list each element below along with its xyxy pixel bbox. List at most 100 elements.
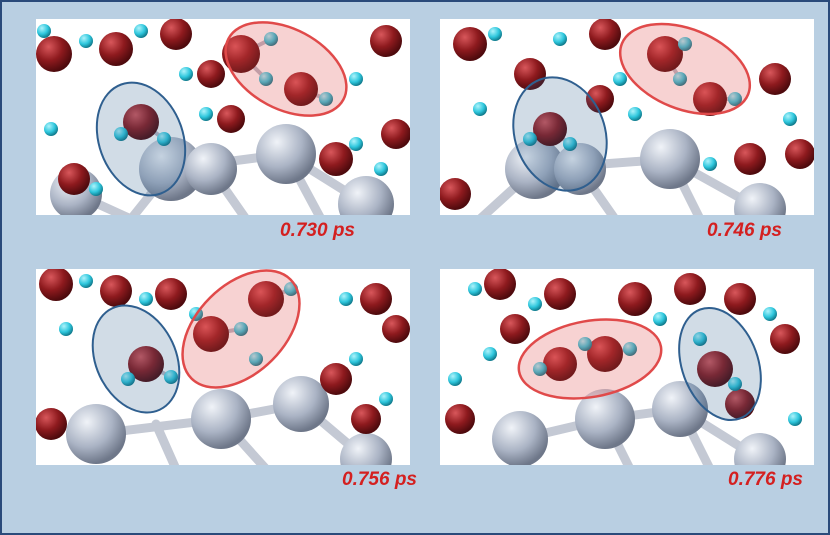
hydrogen-atom — [44, 122, 58, 136]
oxygen-atom — [197, 60, 225, 88]
metal-atoms — [66, 376, 392, 465]
oxygen-atom — [674, 273, 706, 305]
snapshot-panel-4 — [440, 269, 814, 465]
oxygen-atom — [587, 336, 623, 372]
hydrogen-atom — [349, 137, 363, 151]
hydrogen-atom — [349, 352, 363, 366]
hydrogen-atom — [653, 312, 667, 326]
hydrogen-atom — [783, 112, 797, 126]
hydrogen-atom — [59, 322, 73, 336]
metal-atom — [191, 389, 251, 449]
hydrogen-atom — [79, 274, 93, 288]
hydrogen-atom — [728, 92, 742, 106]
timestamp-label-2: 0.746 ps — [707, 220, 782, 241]
metal-atom — [256, 124, 316, 184]
oxygen-atom — [100, 275, 132, 307]
hydrogen-atom — [788, 412, 802, 426]
oxygen-atom — [39, 269, 73, 301]
metal-atom — [554, 143, 606, 195]
timestamp-label-1: 0.730 ps — [280, 220, 355, 241]
oxygen-atoms — [445, 269, 800, 434]
oxygen-atom — [36, 408, 67, 440]
hydrogen-atom — [703, 157, 717, 171]
hydrogen-atom — [37, 24, 51, 38]
oxygen-atom — [697, 351, 733, 387]
oxygen-atoms — [36, 269, 410, 440]
oxygen-atom — [445, 404, 475, 434]
metal-atom — [66, 404, 126, 464]
oxygen-atom — [785, 139, 814, 169]
hydrogen-atom — [139, 292, 153, 306]
hydrogen-atom — [483, 347, 497, 361]
oxygen-atom — [155, 278, 187, 310]
oxygen-atom — [693, 82, 727, 116]
metal-atom — [734, 433, 786, 465]
hydrogen-atom — [553, 32, 567, 46]
hydrogen-atom — [623, 342, 637, 356]
oxygen-atom — [370, 25, 402, 57]
hydrogen-atom — [164, 370, 178, 384]
hydrogen-atom — [763, 307, 777, 321]
oxygen-atom — [382, 315, 410, 343]
hydrogen-atom — [349, 72, 363, 86]
hydrogen-atom — [468, 282, 482, 296]
highlight-ellipse-red — [181, 269, 301, 389]
oxygen-atom — [381, 119, 410, 149]
metal-atom — [575, 389, 635, 449]
metal-atom — [139, 137, 203, 201]
oxygen-atom — [99, 32, 133, 66]
highlight-ellipse-blue — [95, 81, 187, 197]
oxygen-atom — [453, 27, 487, 61]
oxygen-atom — [589, 19, 621, 50]
hydrogen-atom — [234, 322, 248, 336]
oxygen-atom — [724, 283, 756, 315]
oxygen-atom — [484, 269, 516, 300]
snapshot-panel-2 — [440, 19, 814, 215]
timestamp-label-4: 0.776 ps — [728, 469, 803, 490]
oxygen-atom — [759, 63, 791, 95]
hydrogen-atom — [121, 372, 135, 386]
oxygen-atoms — [440, 19, 814, 210]
hydrogen-atom — [563, 137, 577, 151]
hydrogen-atom — [264, 32, 278, 46]
metal-atom — [185, 143, 237, 195]
metal-atom — [338, 176, 394, 215]
hydrogen-atom — [673, 72, 687, 86]
hydrogen-atom — [89, 182, 103, 196]
hydrogen-atom — [379, 392, 393, 406]
oxygen-atom — [586, 85, 614, 113]
oxygen-atom — [320, 363, 352, 395]
oxygen-atom — [360, 283, 392, 315]
hydrogen-atom — [728, 377, 742, 391]
hydrogen-atoms — [473, 27, 797, 171]
hydrogen-atom — [533, 362, 547, 376]
hydrogen-atom — [578, 337, 592, 351]
oxygen-atom — [36, 36, 72, 72]
hydrogen-atom — [114, 127, 128, 141]
hydrogen-atom — [199, 107, 213, 121]
snapshot-panel-3 — [36, 269, 410, 465]
oxygen-atom — [618, 282, 652, 316]
hydrogen-atom — [628, 107, 642, 121]
highlight-ellipse-red — [224, 21, 348, 117]
hydrogen-atom — [339, 292, 353, 306]
hydrogen-atom — [523, 132, 537, 146]
oxygen-atom — [123, 104, 159, 140]
hydrogen-atom — [259, 72, 273, 86]
metal-atom — [273, 376, 329, 432]
hydrogen-atom — [157, 132, 171, 146]
highlight-ellipse-red — [618, 22, 752, 116]
hydrogen-atom — [678, 37, 692, 51]
oxygen-atom — [248, 281, 284, 317]
metal-atom — [492, 411, 548, 465]
hydrogen-atom — [134, 24, 148, 38]
snapshot-panel-1 — [36, 19, 410, 215]
metal-atom — [734, 183, 786, 215]
hydrogen-atom — [473, 102, 487, 116]
oxygen-atom — [319, 142, 353, 176]
oxygen-atom — [440, 178, 471, 210]
hydrogen-atom — [693, 332, 707, 346]
oxygen-atom — [58, 163, 90, 195]
oxygen-atom — [533, 112, 567, 146]
